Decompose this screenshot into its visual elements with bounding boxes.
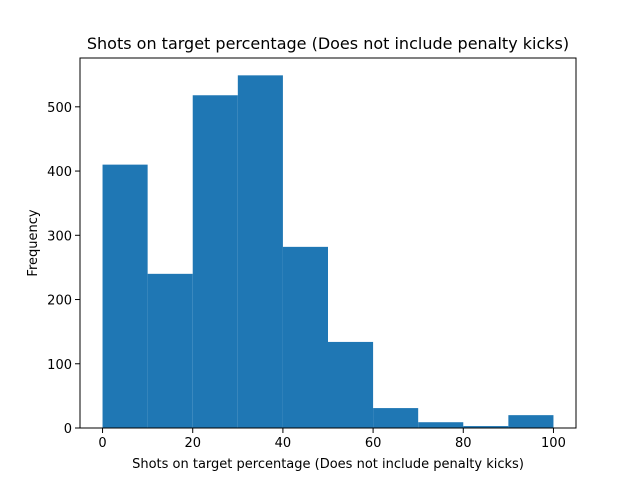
y-axis-ticks: 0 100 200 300 400 500 bbox=[47, 101, 80, 437]
chart-title: Shots on target percentage (Does not inc… bbox=[87, 34, 569, 53]
y-tick-label: 500 bbox=[47, 101, 72, 116]
y-tick-label: 0 bbox=[64, 422, 72, 437]
x-tick-label: 80 bbox=[455, 436, 472, 451]
x-tick-label: 40 bbox=[275, 436, 292, 451]
histogram-bar-0 bbox=[102, 164, 148, 428]
plot-frame bbox=[79, 57, 577, 429]
x-tick-label: 0 bbox=[98, 436, 106, 451]
bars-group bbox=[102, 75, 554, 428]
histogram-bar-5 bbox=[328, 341, 374, 428]
histogram-bar-9 bbox=[508, 415, 554, 428]
x-axis-label: Shots on target percentage (Does not inc… bbox=[132, 457, 524, 472]
histogram-bar-2 bbox=[192, 95, 238, 428]
x-tick-label: 20 bbox=[184, 436, 201, 451]
x-axis-ticks: 0 20 40 60 80 100 bbox=[98, 428, 566, 451]
histogram-bar-8 bbox=[463, 426, 509, 428]
histogram-bar-6 bbox=[373, 408, 419, 428]
histogram-bar-7 bbox=[418, 422, 464, 428]
histogram-bar-4 bbox=[282, 246, 328, 428]
histogram-bar-3 bbox=[237, 75, 283, 428]
histogram-bar-1 bbox=[147, 273, 193, 428]
y-tick-label: 400 bbox=[47, 165, 72, 180]
y-tick-label: 200 bbox=[47, 294, 72, 309]
x-tick-label: 60 bbox=[365, 436, 382, 451]
x-tick-label: 100 bbox=[541, 436, 566, 451]
y-tick-label: 300 bbox=[47, 229, 72, 244]
y-axis-label: Frequency bbox=[26, 209, 41, 276]
y-tick-label: 100 bbox=[47, 358, 72, 373]
